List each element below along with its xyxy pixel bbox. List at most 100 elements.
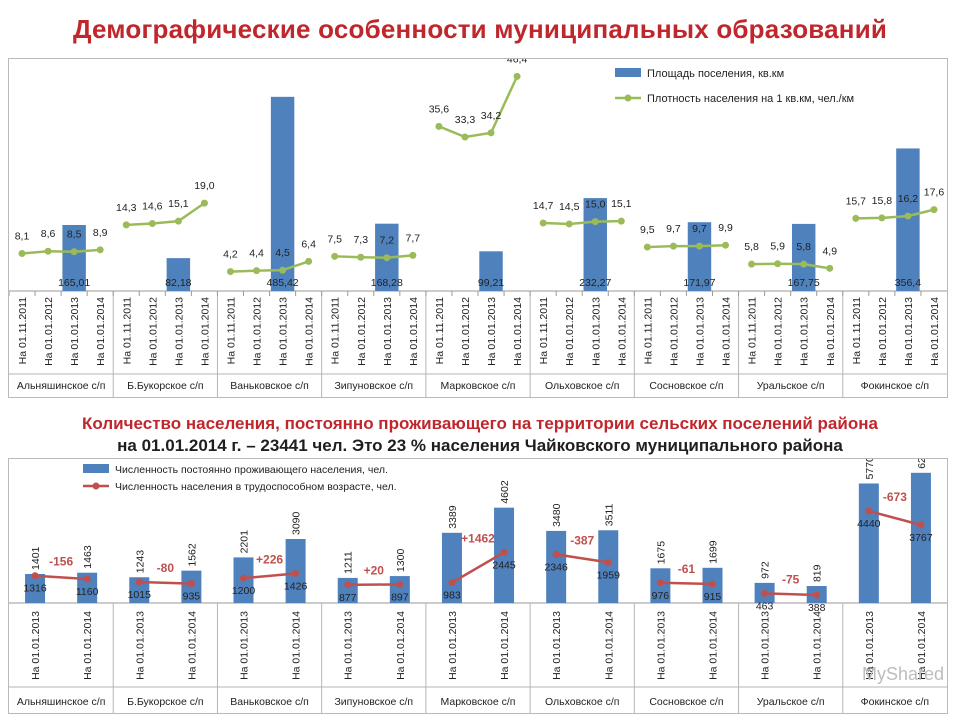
density-point	[539, 219, 547, 227]
tick-label: На 01.01.2014	[408, 297, 420, 366]
working-age-point	[187, 580, 195, 588]
working-age-point	[344, 581, 352, 589]
group-1: На 01.11.2011 На 01.01.2012 На 01.01.2013 Н…	[8, 224, 108, 392]
density-label: 7,5	[327, 233, 342, 245]
group-7: На 01.01.2013 На 01.01.2014 Сосновское с/п…	[633, 540, 724, 713]
density-point	[70, 248, 78, 256]
population-bar-label: 819	[812, 564, 824, 582]
area-bar-label: 82,18	[165, 277, 191, 289]
tick-label: На 01.01.2014	[395, 611, 407, 680]
population-bar-label: 2201	[239, 530, 251, 554]
working-age-point	[656, 579, 664, 587]
working-age-label: 983	[443, 590, 461, 602]
change-label: -80	[157, 561, 175, 575]
working-age-line	[139, 580, 192, 585]
density-label: 4,5	[275, 247, 290, 259]
density-label: 9,5	[640, 224, 655, 236]
population-bar	[25, 573, 46, 603]
tick-label: На 01.11.2011	[851, 297, 863, 364]
density-line	[334, 254, 413, 259]
area-bar-label: 485,42	[267, 277, 299, 289]
group-label: Марковское с/п	[441, 380, 516, 392]
density-point	[331, 252, 339, 260]
tick-label: На 01.01.2013	[134, 611, 146, 680]
group-2: На 01.01.2013 На 01.01.2014 Б.Букорское с/…	[112, 543, 204, 713]
legend-line-marker	[624, 94, 632, 102]
tick-label: На 01.01.2013	[655, 611, 667, 680]
area-bar-label: 232,27	[579, 277, 611, 289]
working-age-label: 1160	[76, 586, 99, 598]
population-bar-label: 3511	[603, 504, 615, 527]
area-bar-label: 168,28	[371, 277, 403, 289]
density-label: 34,2	[481, 110, 502, 122]
group-2: На 01.11.2011 На 01.01.2012 На 01.01.2013 Н…	[112, 180, 215, 397]
density-point	[669, 242, 677, 250]
tick-label: На 01.01.2014	[812, 611, 824, 680]
change-label: -61	[678, 562, 696, 576]
tick-label: На 01.01.2012	[460, 297, 472, 366]
density-point	[722, 241, 730, 249]
tick-label: На 01.01.2013	[551, 611, 563, 680]
group-label: Сосновское с/п	[649, 696, 723, 708]
density-label: 14,6	[142, 200, 163, 212]
density-label: 9,9	[718, 222, 733, 234]
tick-label: На 01.01.2014	[721, 297, 733, 366]
tick-label: На 01.01.2014	[95, 297, 107, 366]
working-age-point	[500, 548, 508, 556]
population-bar	[77, 572, 98, 603]
density-point	[305, 257, 313, 265]
group-5: На 01.11.2011 На 01.01.2012 На 01.01.2013 Н…	[425, 53, 528, 397]
density-line	[438, 75, 519, 139]
density-line	[230, 260, 310, 273]
working-age-point	[917, 521, 925, 529]
tick-label: На 01.01.2013	[239, 611, 251, 680]
density-point	[461, 133, 469, 141]
density-label: 46,4	[507, 59, 528, 65]
legend-bar-label: Численность постоянно проживающего насел…	[115, 464, 388, 476]
population-bar	[389, 576, 410, 603]
population-bar-label: 6285	[916, 459, 928, 469]
density-label: 14,7	[533, 200, 554, 212]
area-bar	[270, 96, 295, 291]
density-line	[855, 208, 935, 220]
group-label: Фокинское с/п	[861, 696, 930, 708]
density-label: 8,6	[41, 228, 56, 240]
tick-label: На 01.01.2014	[82, 611, 94, 680]
density-point	[930, 206, 938, 214]
density-label: 15,0	[585, 199, 606, 211]
tick-label: На 01.01.2012	[668, 297, 680, 366]
group-label: Альняшинское с/п	[17, 696, 106, 708]
working-age-label: 2346	[544, 561, 568, 573]
group-9: На 01.01.2013 На 01.01.2014 Фокинское с/п 5…	[842, 445, 933, 713]
legend-line-marker	[92, 482, 100, 490]
working-age-point	[135, 578, 143, 586]
tick-label: На 01.01.2014	[291, 611, 303, 680]
group-3: На 01.01.2013 На 01.01.2014 Ваньковское с/…	[216, 511, 309, 713]
working-age-line	[451, 551, 505, 584]
working-age-point	[396, 580, 404, 588]
area-bar-label: 167,75	[788, 277, 820, 289]
tick-label: На 01.01.2012	[877, 297, 889, 366]
area-bar-label: 165,01	[58, 277, 90, 289]
working-age-point	[552, 550, 560, 558]
tick-label: На 01.01.2013	[799, 297, 811, 366]
legend-bar-label: Площадь поселения, кв.км	[647, 68, 784, 80]
area-bar-label: 171,97	[683, 277, 715, 289]
group-4: На 01.11.2011 На 01.01.2012 На 01.01.2013 Н…	[321, 223, 420, 397]
tick-label: На 01.01.2012	[43, 297, 55, 366]
density-point	[617, 217, 625, 225]
density-line	[647, 243, 726, 249]
tick-label: На 01.01.2014	[929, 297, 941, 366]
density-label: 7,3	[353, 234, 368, 246]
group-9: На 01.11.2011 На 01.01.2012 На 01.01.2013 Н…	[842, 148, 944, 397]
working-age-line	[34, 574, 88, 581]
area-bar	[791, 223, 816, 291]
working-age-label: 388	[808, 602, 826, 614]
density-point	[774, 260, 782, 268]
tick-label: На 01.01.2013	[760, 611, 772, 680]
working-age-point	[813, 591, 821, 599]
tick-label: На 01.01.2013	[903, 297, 915, 366]
density-label: 35,6	[429, 103, 450, 115]
working-age-line	[555, 553, 609, 564]
density-point	[748, 260, 756, 268]
